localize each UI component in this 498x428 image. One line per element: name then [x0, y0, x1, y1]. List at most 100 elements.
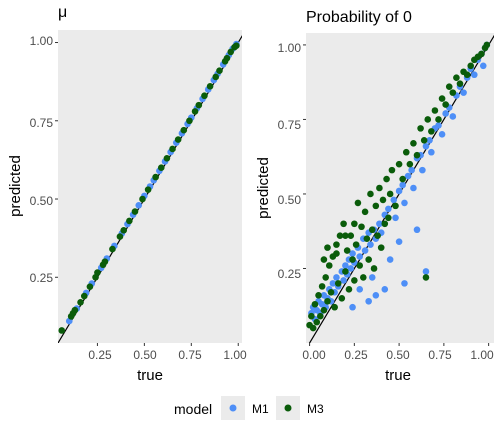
- panel-prob0-point-m3: [342, 268, 349, 275]
- panel-mu-title: μ: [58, 4, 67, 21]
- panel-mu-point-m3: [120, 227, 128, 234]
- panel-prob0-point-m3: [428, 128, 435, 135]
- panel-prob0-point-m1: [442, 110, 449, 117]
- panel-prob0-point-m3: [315, 292, 322, 299]
- legend: model M1 M3: [174, 396, 324, 420]
- panel-mu-y-tick-label: 1.00: [30, 34, 54, 48]
- panel-prob0-point-m3: [388, 166, 396, 174]
- panel-prob0-point-m1: [413, 226, 421, 234]
- panel-mu-point-m3: [144, 186, 152, 193]
- panel-prob0-point-m3: [410, 139, 417, 147]
- panel-prob0-point-m3: [467, 62, 475, 70]
- panel-prob0-point-m3: [453, 74, 460, 82]
- panel-prob0-point-m3: [445, 83, 453, 90]
- panel-prob0-point-m1: [340, 277, 347, 284]
- panel-prob0-point-m1: [419, 166, 426, 174]
- panel-prob0-point-m1: [426, 137, 433, 144]
- panel-prob0-y-tick-label: 0.25: [278, 267, 302, 281]
- panel-prob0-point-m1: [376, 220, 383, 228]
- panel-prob0-x-tick-label: 1.00: [470, 348, 494, 362]
- panel-prob0-point-m1: [385, 205, 392, 213]
- panel-prob0-y-axis: [303, 44, 306, 269]
- panel-mu-y-axis: [55, 42, 58, 278]
- panel-prob0-point-m3: [347, 232, 355, 239]
- panel-mu-point-m3: [131, 208, 139, 215]
- panel-prob0-point-m3: [392, 202, 399, 210]
- panel-mu-point-m1: [135, 201, 143, 209]
- panel-mu-point-m3: [152, 173, 159, 181]
- panel-mu-x-tick-label: 0.25: [88, 348, 112, 362]
- panel-prob0-point-m3: [309, 324, 317, 332]
- legend-marker-m3: [284, 404, 292, 412]
- panel-prob0-point-m3: [320, 306, 328, 314]
- panel-mu-x-axis: [96, 343, 239, 346]
- panel-prob0-point-m3: [478, 50, 485, 58]
- panel-prob0-point-m3: [424, 116, 432, 123]
- panel-prob0-point-m1: [460, 89, 467, 96]
- panel-mu-point-m3: [77, 299, 84, 306]
- panel-prob0-point-m3: [368, 226, 376, 234]
- panel-prob0-x-tick-label: 0.00: [302, 348, 326, 362]
- panel-mu-y-tick-label: 0.50: [30, 194, 54, 208]
- panel-prob0-points: [306, 41, 491, 332]
- panel-prob0-point-m3: [402, 148, 410, 156]
- panel-mu-point-m3: [180, 126, 188, 134]
- panel-prob0-point-m3: [313, 318, 321, 326]
- panel-prob0-x-tick-label: 0.25: [344, 348, 368, 362]
- panel-prob0-x-axis-label: true: [385, 367, 411, 384]
- panel-prob0-point-m1: [367, 241, 374, 248]
- panel-prob0-point-m1: [329, 280, 337, 287]
- panel-prob0-point-m3: [449, 89, 457, 96]
- panel-mu-point-m3: [223, 54, 231, 62]
- legend-label-m3: M3: [307, 402, 324, 416]
- panel-prob0-point-m3: [377, 244, 385, 251]
- panel-prob0-point-m1: [410, 184, 417, 192]
- panel-prob0-point-m3: [463, 71, 471, 79]
- panel-prob0-point-m3: [327, 289, 335, 296]
- panel-prob0-point-m1: [401, 199, 408, 207]
- panel-prob0-point-m3: [365, 256, 372, 263]
- panel-mu-x-tick-label: 0.50: [133, 348, 157, 362]
- panel-prob0-point-m3: [413, 151, 421, 159]
- panel-prob0-point-m3: [351, 277, 358, 284]
- panel-prob0-point-m3: [317, 312, 324, 320]
- panel-prob0-point-m1: [399, 181, 406, 189]
- panel-mu-point-m3: [201, 92, 208, 100]
- panel-prob0-point-m1: [349, 250, 356, 257]
- panel-prob0-point-m3: [359, 274, 367, 281]
- panel-prob0-point-m3: [385, 214, 392, 222]
- panel-prob0-point-m1: [372, 292, 380, 299]
- panel-prob0-point-m3: [376, 184, 383, 192]
- panel-prob0-point-m3: [342, 232, 349, 239]
- panel-prob0-point-m3: [333, 241, 340, 248]
- panel-prob0-point-m3: [325, 262, 333, 269]
- panel-prob0: Probability of 0 0.00 0.25 0.50 0.75 1.0…: [255, 9, 494, 384]
- panel-mu-point-m3: [191, 108, 199, 115]
- panel-mu: μ 0.25 0.50 0.75 1.00 0.25 0.50 0.75 1.0…: [7, 4, 247, 384]
- panel-mu-point-m3: [186, 117, 193, 125]
- panel-prob0-point-m3: [442, 101, 449, 108]
- panel-prob0-point-m3: [318, 283, 326, 290]
- panel-prob0-y-tick-label: 0.50: [278, 193, 302, 207]
- panel-prob0-point-m3: [383, 175, 390, 183]
- panel-mu-point-m3: [80, 292, 88, 300]
- panel-prob0-point-m3: [340, 220, 347, 228]
- panel-prob0-point-m3: [333, 250, 340, 257]
- panel-prob0-point-m1: [349, 303, 356, 311]
- panel-prob0-point-m1: [422, 268, 430, 275]
- legend-label-m1: M1: [252, 402, 269, 416]
- panel-mu-x-axis-label: true: [137, 367, 163, 384]
- panel-mu-point-m3: [139, 195, 146, 203]
- panel-prob0-point-m3: [349, 256, 356, 263]
- panel-prob0-point-m1: [395, 238, 403, 245]
- panel-mu-point-m3: [206, 83, 214, 90]
- panel-mu-point-m3: [58, 327, 66, 334]
- panel-mu-y-axis-label: predicted: [7, 155, 24, 217]
- panel-prob0-point-m3: [354, 199, 362, 207]
- legend-title: model: [174, 401, 212, 417]
- panel-prob0-point-m3: [379, 196, 387, 204]
- panel-mu-point-m3: [227, 48, 235, 56]
- panel-mu-point-m3: [212, 73, 220, 81]
- panel-prob0-point-m3: [345, 286, 353, 293]
